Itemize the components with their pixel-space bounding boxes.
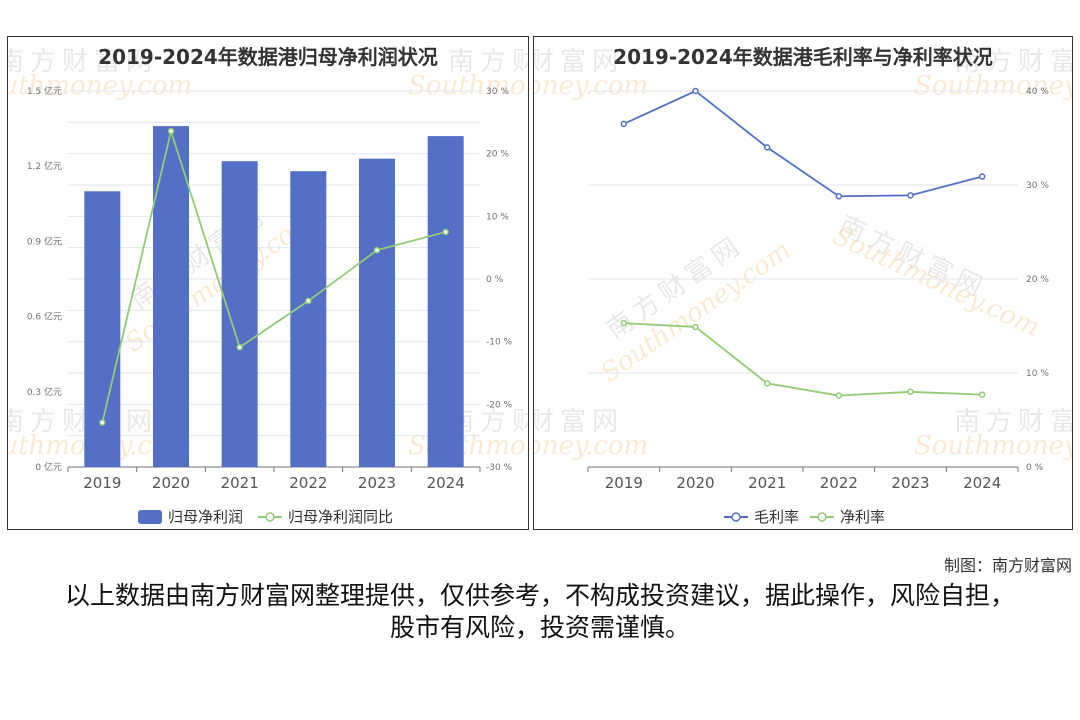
data-point <box>442 228 449 236</box>
y-right-tick-label: -10 % <box>486 338 513 348</box>
legend-marker <box>265 512 275 522</box>
data-point <box>373 246 381 254</box>
legend-swatch-bar <box>138 510 162 524</box>
x-tick-label: 2023 <box>891 474 929 492</box>
data-point <box>620 120 628 128</box>
y-left-tick-label: 1.5 亿元 <box>27 85 62 97</box>
x-tick-label: 2023 <box>358 474 396 492</box>
data-point <box>978 173 986 180</box>
x-tick-label: 2019 <box>605 474 643 492</box>
bar <box>221 161 258 467</box>
y-left-tick-label: 0.6 亿元 <box>27 311 62 323</box>
data-point <box>763 380 771 387</box>
data-point <box>907 388 914 396</box>
x-tick-label: 2020 <box>676 474 714 492</box>
x-tick-label: 2021 <box>748 474 786 492</box>
chart-panel-net-profit: 南方财富网 Southmoney.com 南方财富网 Southmoney.co… <box>7 36 529 530</box>
y-left-tick-label: 1.2 亿元 <box>27 160 62 172</box>
legend-label: 归母净利润同比 <box>288 508 393 526</box>
data-point <box>978 391 986 398</box>
data-point <box>305 297 312 305</box>
y-right-tick-label: 20 % <box>1026 275 1049 285</box>
legend-marker <box>731 512 741 522</box>
chart-credit: 制图：南方财富网 <box>943 556 1072 575</box>
y-right-tick-label: 30 % <box>1026 181 1049 191</box>
x-tick-label: 2024 <box>427 474 465 492</box>
series-line-gross-margin <box>623 89 983 198</box>
data-point <box>99 419 106 426</box>
y-right-tick-label: 10 % <box>486 212 509 222</box>
y-left-tick-label: 0.3 亿元 <box>27 386 62 398</box>
y-left-tick-label: 0 亿元 <box>35 461 62 473</box>
x-tick-label: 2024 <box>963 474 1001 492</box>
data-point <box>835 193 843 200</box>
x-tick-label: 2020 <box>152 474 190 492</box>
chart-title: 2019-2024年数据港毛利率与净利率状况 <box>613 45 993 69</box>
y-right-tick-label: 0 % <box>486 275 504 285</box>
series-line-net-margin <box>623 322 983 397</box>
series-line-yoy <box>101 127 446 423</box>
y-right-tick-label: 40 % <box>1026 87 1049 97</box>
y-right-tick-label: 20 % <box>486 150 509 160</box>
chart-title: 2019-2024年数据港归母净利润状况 <box>98 45 438 69</box>
chart-panel-margin: 南方财富网 Southmoney.com 南方财富网 Southmoney.co… <box>533 36 1073 530</box>
data-point <box>620 319 628 327</box>
legend-label: 净利率 <box>840 508 885 526</box>
chart-net-profit: 0 亿元 0.3 亿元 0.6 亿元 0.9 亿元 1.2 亿元 1.5 亿元 -30 % -… <box>27 85 513 526</box>
chart-margin: 0 % 10 % 20 % 30 % 40 % 2019 2020 2021 2022 2023 2… <box>587 87 1049 526</box>
x-tick-label: 2022 <box>289 474 327 492</box>
data-point <box>167 127 175 135</box>
data-point <box>907 192 914 199</box>
bar <box>359 158 395 467</box>
disclaimer-text: 以上数据由南方财富网整理提供，仅供参考，不构成投资建议，据此操作，风险自担，股市… <box>64 581 1015 642</box>
data-point <box>692 323 699 331</box>
x-tick-label: 2022 <box>820 474 858 492</box>
y-right-tick-label: 10 % <box>1026 369 1049 379</box>
y-right-tick-label: -20 % <box>486 400 513 410</box>
y-right-tick-label: 30 % <box>486 87 509 97</box>
x-tick-label: 2021 <box>221 474 259 492</box>
data-point <box>763 144 771 151</box>
data-point <box>236 344 243 351</box>
bar <box>427 136 464 467</box>
y-left-tick-label: 0.9 亿元 <box>27 235 62 247</box>
y-right-tick-label: 0 % <box>1026 463 1044 473</box>
legend-marker <box>817 512 827 522</box>
legend-label: 毛利率 <box>754 508 799 526</box>
y-right-tick-label: -30 % <box>486 463 513 473</box>
x-tick-label: 2019 <box>83 474 121 492</box>
data-point <box>835 392 843 399</box>
data-point <box>692 87 699 95</box>
bar <box>290 171 327 468</box>
legend-label: 归母净利润 <box>168 508 243 526</box>
bar <box>153 126 189 468</box>
